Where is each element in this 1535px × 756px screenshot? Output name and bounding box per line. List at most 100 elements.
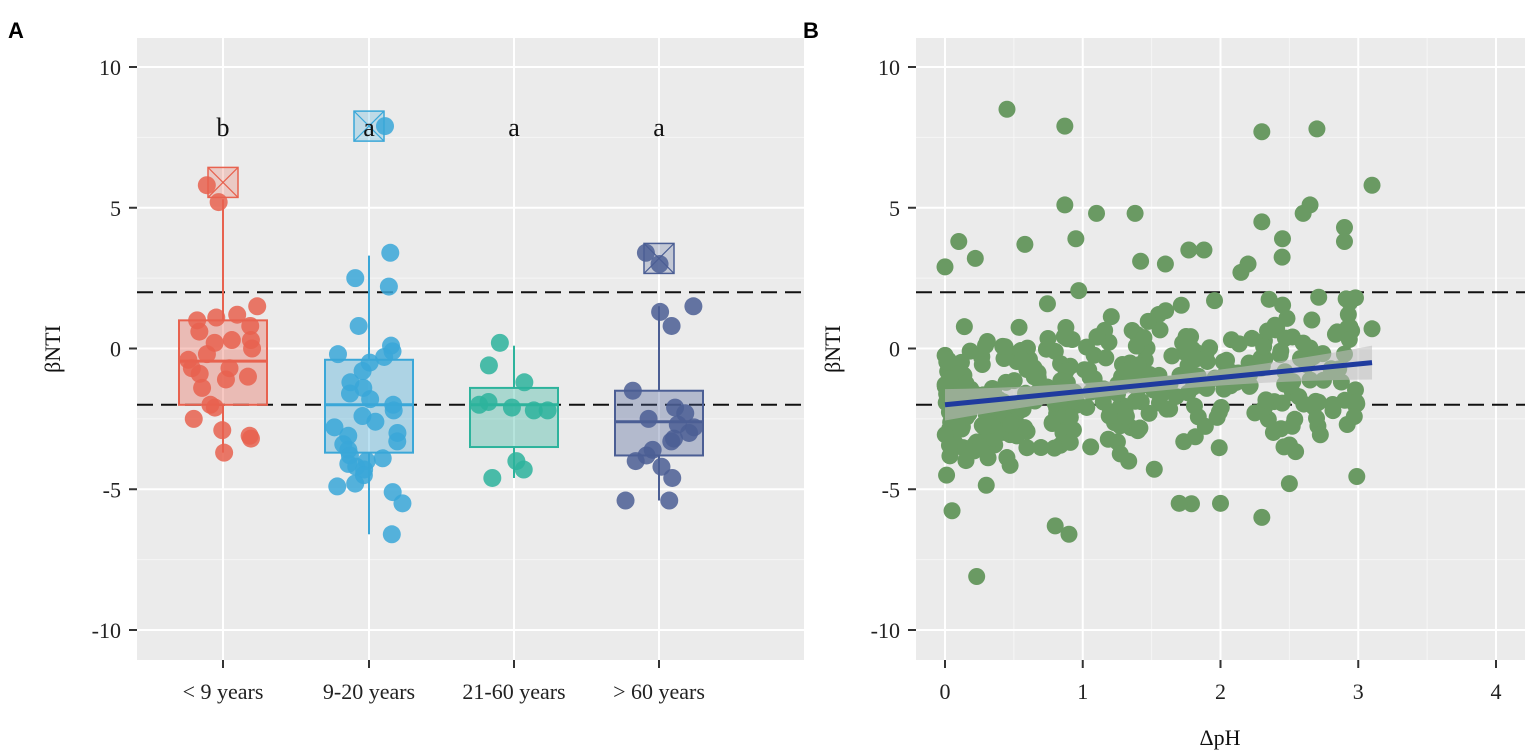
scatter-point — [973, 356, 991, 374]
scatter-point — [998, 100, 1016, 118]
y-tick-label: 0 — [889, 337, 900, 362]
scatter-point — [1201, 339, 1219, 357]
x-tick-label: 2 — [1215, 679, 1226, 704]
scatter-point — [1156, 255, 1174, 273]
scatter-point — [1195, 241, 1213, 259]
x-tick-label: > 60 years — [613, 679, 705, 704]
data-point — [209, 193, 228, 212]
scatter-point — [1257, 391, 1275, 409]
scatter-point — [1046, 517, 1064, 535]
data-point — [340, 384, 359, 403]
scatter-point — [1339, 306, 1357, 324]
y-tick-label: -10 — [92, 618, 121, 643]
y-tick-label: 10 — [878, 55, 900, 80]
data-point — [215, 443, 234, 462]
scatter-point — [1070, 282, 1088, 300]
y-tick-label: 5 — [889, 196, 900, 221]
x-tick-label: 1 — [1077, 679, 1088, 704]
data-point — [197, 176, 216, 195]
y-tick-label: 5 — [110, 196, 121, 221]
x-tick-label: 21-60 years — [462, 679, 565, 704]
scatter-point — [1210, 439, 1228, 457]
scatter-point — [1273, 230, 1291, 248]
panel-a-points — [179, 117, 704, 544]
data-point — [684, 297, 703, 316]
data-point — [524, 401, 543, 420]
data-point — [222, 331, 241, 350]
regression-line — [944, 360, 1373, 408]
data-point — [515, 373, 534, 392]
scatter-point — [1082, 438, 1100, 456]
x-tick-label: 3 — [1353, 679, 1364, 704]
scatter-point — [1253, 508, 1271, 526]
scatter-point — [1346, 381, 1364, 399]
scatter-point — [1016, 235, 1034, 253]
scatter-point — [1283, 328, 1301, 346]
y-tick-label: -5 — [103, 477, 121, 502]
x-tick-label: 9-20 years — [323, 679, 415, 704]
data-point — [213, 421, 232, 440]
x-tick-label: 0 — [940, 679, 951, 704]
scatter-point — [1311, 426, 1329, 444]
scatter-point — [1187, 350, 1205, 368]
data-point — [190, 364, 209, 383]
data-point — [623, 381, 642, 400]
scatter-point — [950, 233, 968, 251]
data-point — [514, 460, 533, 479]
data-point — [243, 339, 262, 358]
scatter-point — [1064, 421, 1082, 439]
scatter-point — [1294, 204, 1312, 222]
panel-b-letter: B — [803, 18, 819, 43]
scatter-point — [1280, 475, 1298, 493]
data-point — [361, 390, 380, 409]
data-point — [663, 468, 682, 487]
scatter-point — [1170, 494, 1188, 512]
scatter-point — [1088, 328, 1106, 346]
scatter-point — [1131, 419, 1149, 437]
scatter-point — [1206, 292, 1224, 310]
y-tick-label: -10 — [871, 618, 900, 643]
scatter-point — [1126, 204, 1144, 222]
data-point — [353, 362, 372, 381]
data-point — [193, 378, 212, 397]
data-point — [216, 370, 235, 389]
panel-b: B -10 -5 0 5 10 0 1 2 3 4 βNTI ΔpH — [803, 18, 1525, 750]
data-point — [636, 243, 655, 262]
scatter-point — [957, 452, 975, 470]
scatter-point — [1326, 325, 1344, 343]
scatter-point — [1067, 230, 1085, 248]
data-point — [190, 322, 209, 341]
scatter-point — [1303, 311, 1321, 329]
scatter-point — [966, 249, 984, 267]
scatter-point — [1255, 338, 1273, 356]
scatter-point — [977, 336, 995, 354]
data-point — [626, 452, 645, 471]
scatter-point — [1145, 460, 1163, 478]
scatter-point — [1218, 351, 1236, 369]
y-tick-label: 10 — [99, 55, 121, 80]
data-point — [388, 432, 407, 451]
scatter-point — [1246, 404, 1264, 422]
scatter-point — [1056, 196, 1074, 214]
scatter-point — [1259, 322, 1277, 340]
scatter-point — [1295, 395, 1313, 413]
scatter-point — [1180, 241, 1198, 259]
data-point — [373, 449, 392, 468]
scatter-point — [1135, 329, 1153, 347]
scatter-point — [1100, 407, 1118, 425]
data-point — [346, 269, 365, 288]
data-point — [238, 367, 257, 386]
data-point — [325, 418, 344, 437]
data-point — [662, 432, 681, 451]
scatter-point — [1308, 409, 1326, 427]
scatter-point — [1018, 439, 1036, 457]
scatter-point — [1002, 416, 1020, 434]
data-point — [393, 494, 412, 513]
scatter-point — [1308, 120, 1326, 138]
scatter-point — [1139, 312, 1157, 330]
panel-a-letter: A — [8, 18, 24, 43]
data-point — [651, 302, 670, 321]
data-point — [483, 468, 502, 487]
scatter-point — [955, 318, 973, 336]
scatter-point — [1111, 445, 1129, 463]
